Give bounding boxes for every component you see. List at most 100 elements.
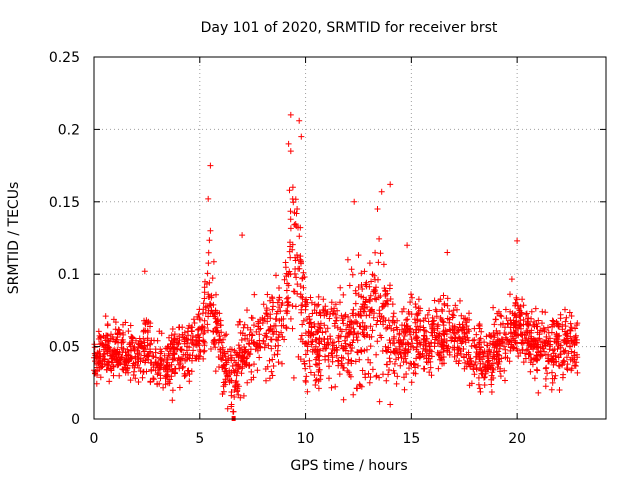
data-point-plus bbox=[120, 329, 126, 336]
data-point-plus bbox=[463, 323, 470, 329]
data-point-plus bbox=[234, 387, 241, 394]
data-point-plus bbox=[420, 317, 427, 324]
data-point-plus bbox=[348, 328, 355, 335]
data-point-plus bbox=[502, 350, 509, 357]
data-point-plus bbox=[287, 148, 294, 155]
data-point-plus bbox=[221, 350, 228, 357]
data-point-plus bbox=[549, 321, 556, 328]
data-point-plus bbox=[567, 327, 574, 334]
data-point-plus bbox=[481, 374, 487, 381]
data-point-plus bbox=[564, 335, 571, 342]
data-point-plus bbox=[504, 355, 511, 361]
data-point-plus bbox=[367, 343, 374, 350]
data-point-plus bbox=[412, 304, 419, 311]
data-point-plus bbox=[562, 306, 568, 313]
data-point-plus bbox=[517, 312, 523, 319]
data-point-plus bbox=[112, 338, 119, 345]
data-point-plus bbox=[335, 338, 342, 345]
data-point-plus bbox=[374, 338, 381, 345]
data-point-plus bbox=[315, 339, 322, 346]
data-point-plus bbox=[510, 344, 517, 351]
data-point-plus bbox=[359, 367, 366, 374]
data-point-plus bbox=[507, 291, 513, 298]
data-point-plus bbox=[367, 292, 374, 299]
data-point-plus bbox=[184, 351, 191, 358]
data-point-plus bbox=[506, 358, 513, 365]
data-point-plus bbox=[161, 352, 168, 359]
data-point-plus bbox=[562, 331, 569, 338]
data-point-plus bbox=[107, 352, 114, 359]
data-point-plus bbox=[374, 317, 381, 324]
data-point-plus bbox=[398, 339, 405, 346]
data-point-plus bbox=[299, 294, 306, 301]
data-point-plus bbox=[369, 308, 376, 315]
data-point-plus bbox=[268, 368, 275, 375]
data-point-plus bbox=[342, 340, 349, 347]
data-point-plus bbox=[435, 321, 442, 328]
data-point-plus bbox=[246, 361, 253, 368]
data-point-plus bbox=[307, 294, 314, 301]
data-point-plus bbox=[196, 315, 203, 322]
data-point-plus bbox=[424, 348, 431, 355]
data-point-plus bbox=[330, 342, 337, 349]
data-point-plus bbox=[229, 363, 236, 369]
data-point-plus bbox=[290, 374, 297, 381]
data-point-plus bbox=[544, 370, 551, 377]
data-point-plus bbox=[497, 373, 504, 380]
data-point-plus bbox=[367, 359, 374, 366]
data-point-plus bbox=[208, 294, 215, 301]
data-point-plus bbox=[132, 375, 139, 382]
data-point-plus bbox=[406, 310, 413, 317]
data-point-plus bbox=[287, 208, 294, 215]
data-point-plus bbox=[136, 351, 142, 358]
y-tick-label: 0.15 bbox=[49, 195, 80, 211]
chart-title: Day 101 of 2020, SRMTID for receiver brs… bbox=[201, 20, 498, 36]
data-point-plus bbox=[291, 288, 298, 295]
data-point-plus bbox=[390, 313, 397, 320]
y-tick-label: 0.05 bbox=[49, 340, 80, 356]
y-tick-labels: 0 0.05 0.1 0.15 0.2 0.25 bbox=[49, 50, 80, 428]
data-point-plus bbox=[355, 252, 362, 259]
data-point-plus bbox=[414, 334, 421, 341]
data-point-plus bbox=[205, 260, 212, 267]
data-point-plus bbox=[441, 302, 448, 308]
data-point-plus bbox=[510, 317, 517, 324]
data-point-plus bbox=[516, 307, 523, 314]
data-point-plus bbox=[252, 346, 259, 353]
data-point-plus bbox=[200, 338, 207, 345]
data-point-plus bbox=[169, 368, 176, 375]
data-point-plus bbox=[217, 322, 224, 329]
data-point-plus bbox=[401, 386, 408, 393]
data-point-plus bbox=[374, 206, 381, 212]
data-point-plus bbox=[563, 330, 570, 337]
data-point-plus bbox=[283, 287, 290, 294]
data-point-plus bbox=[104, 347, 111, 354]
data-point-plus bbox=[481, 382, 488, 388]
data-point-plus bbox=[467, 361, 474, 368]
data-point-plus bbox=[416, 354, 423, 361]
data-point-plus bbox=[574, 351, 580, 358]
data-point-plus bbox=[501, 330, 508, 336]
data-point-plus bbox=[328, 299, 335, 306]
data-point-plus bbox=[438, 343, 445, 350]
data-point-plus bbox=[147, 349, 153, 356]
data-point-plus bbox=[548, 357, 555, 364]
data-point-plus bbox=[415, 296, 422, 303]
data-point-plus bbox=[127, 377, 134, 384]
data-point-plus bbox=[205, 294, 212, 300]
data-point-plus bbox=[466, 310, 472, 317]
data-point-plus bbox=[147, 320, 154, 327]
data-point-plus bbox=[158, 330, 165, 337]
data-point-plus bbox=[348, 348, 354, 354]
data-point-plus bbox=[484, 352, 491, 359]
data-point-plus bbox=[428, 323, 435, 330]
data-point-plus bbox=[307, 369, 314, 376]
data-point-plus bbox=[270, 331, 277, 338]
data-point-plus bbox=[267, 336, 274, 343]
data-point-plus bbox=[358, 348, 365, 355]
data-point-plus bbox=[306, 357, 313, 364]
data-point-plus bbox=[212, 325, 219, 332]
data-point-plus bbox=[401, 374, 407, 381]
data-point-plus bbox=[369, 271, 376, 278]
data-point-plus bbox=[308, 330, 315, 337]
